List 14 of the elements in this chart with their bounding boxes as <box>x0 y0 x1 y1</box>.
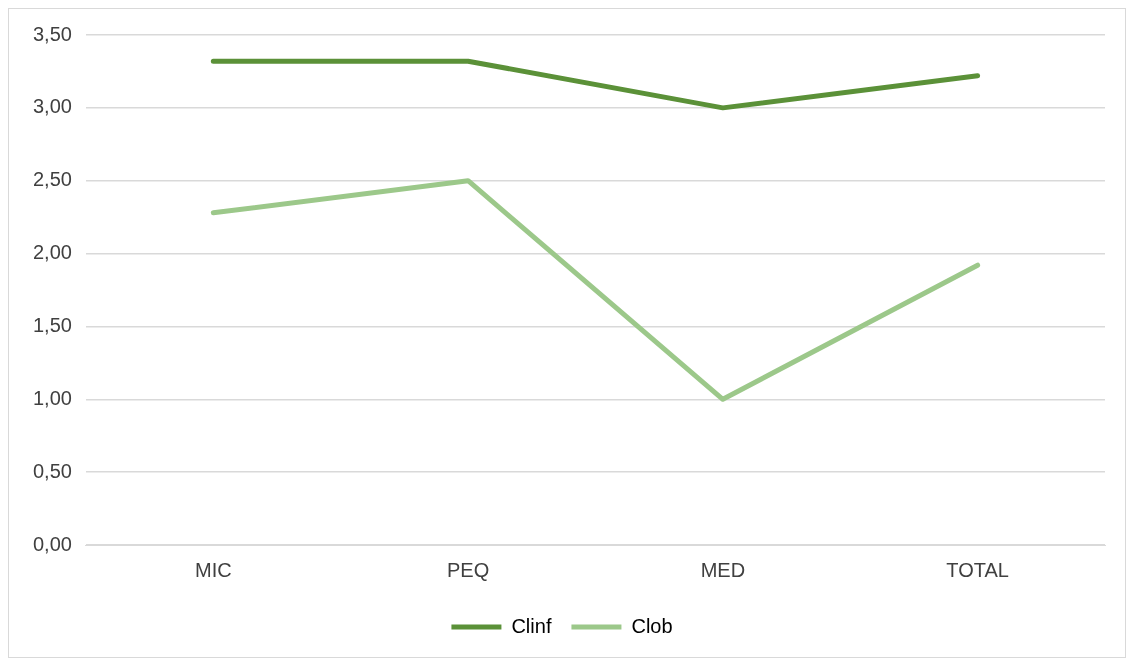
y-tick-label: 2,50 <box>32 168 72 191</box>
y-tick-label: 2,00 <box>32 241 72 264</box>
x-tick-label: PEQ <box>446 558 490 581</box>
y-tick-label: 0,50 <box>32 459 72 482</box>
legend-label: Clinf <box>511 614 552 637</box>
legend-label: Clob <box>631 614 673 637</box>
y-tick-label: 0,00 <box>32 532 72 555</box>
x-tick-label: MED <box>700 558 746 581</box>
y-tick-label: 1,50 <box>32 313 72 336</box>
x-tick-label: MIC <box>194 558 232 581</box>
y-tick-label: 3,00 <box>32 95 72 118</box>
y-tick-label: 1,00 <box>32 386 72 409</box>
x-tick-label: TOTAL <box>946 558 1009 581</box>
y-tick-label: 3,50 <box>32 22 72 45</box>
